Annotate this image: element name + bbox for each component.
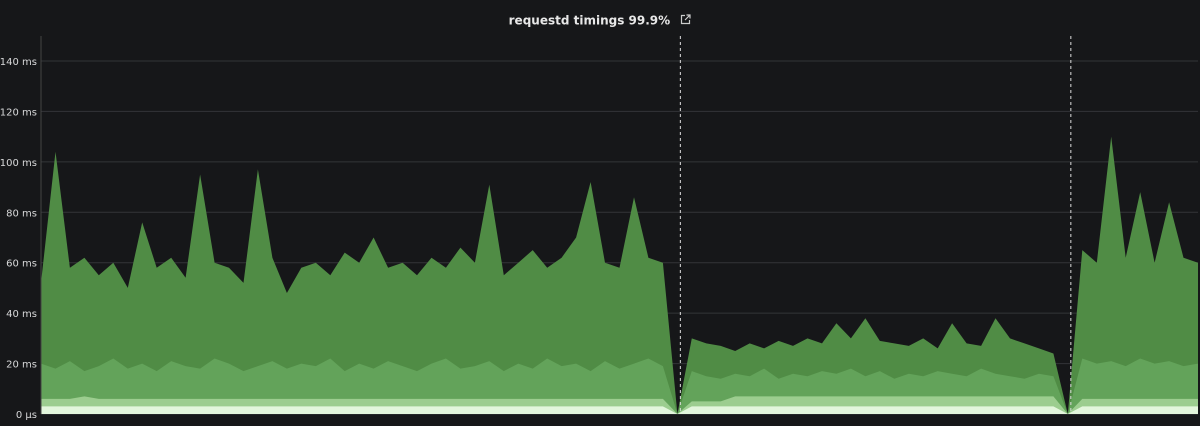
external-link-icon[interactable] bbox=[680, 13, 691, 28]
y-tick-label: 60 ms bbox=[6, 259, 37, 270]
y-tick-label: 120 ms bbox=[0, 107, 37, 118]
series-area-0 bbox=[41, 136, 1198, 414]
series-area-3 bbox=[41, 406, 1198, 414]
y-tick-label: 100 ms bbox=[0, 158, 37, 169]
y-tick-label: 80 ms bbox=[6, 208, 37, 219]
y-tick-label: 40 ms bbox=[6, 309, 37, 320]
y-tick-label: 0 µs bbox=[16, 410, 37, 421]
panel-title-text: requestd timings 99.9% bbox=[508, 13, 671, 28]
y-tick-label: 140 ms bbox=[0, 57, 37, 68]
y-tick-label: 20 ms bbox=[6, 360, 37, 371]
panel-title[interactable]: requestd timings 99.9% bbox=[0, 13, 1200, 28]
